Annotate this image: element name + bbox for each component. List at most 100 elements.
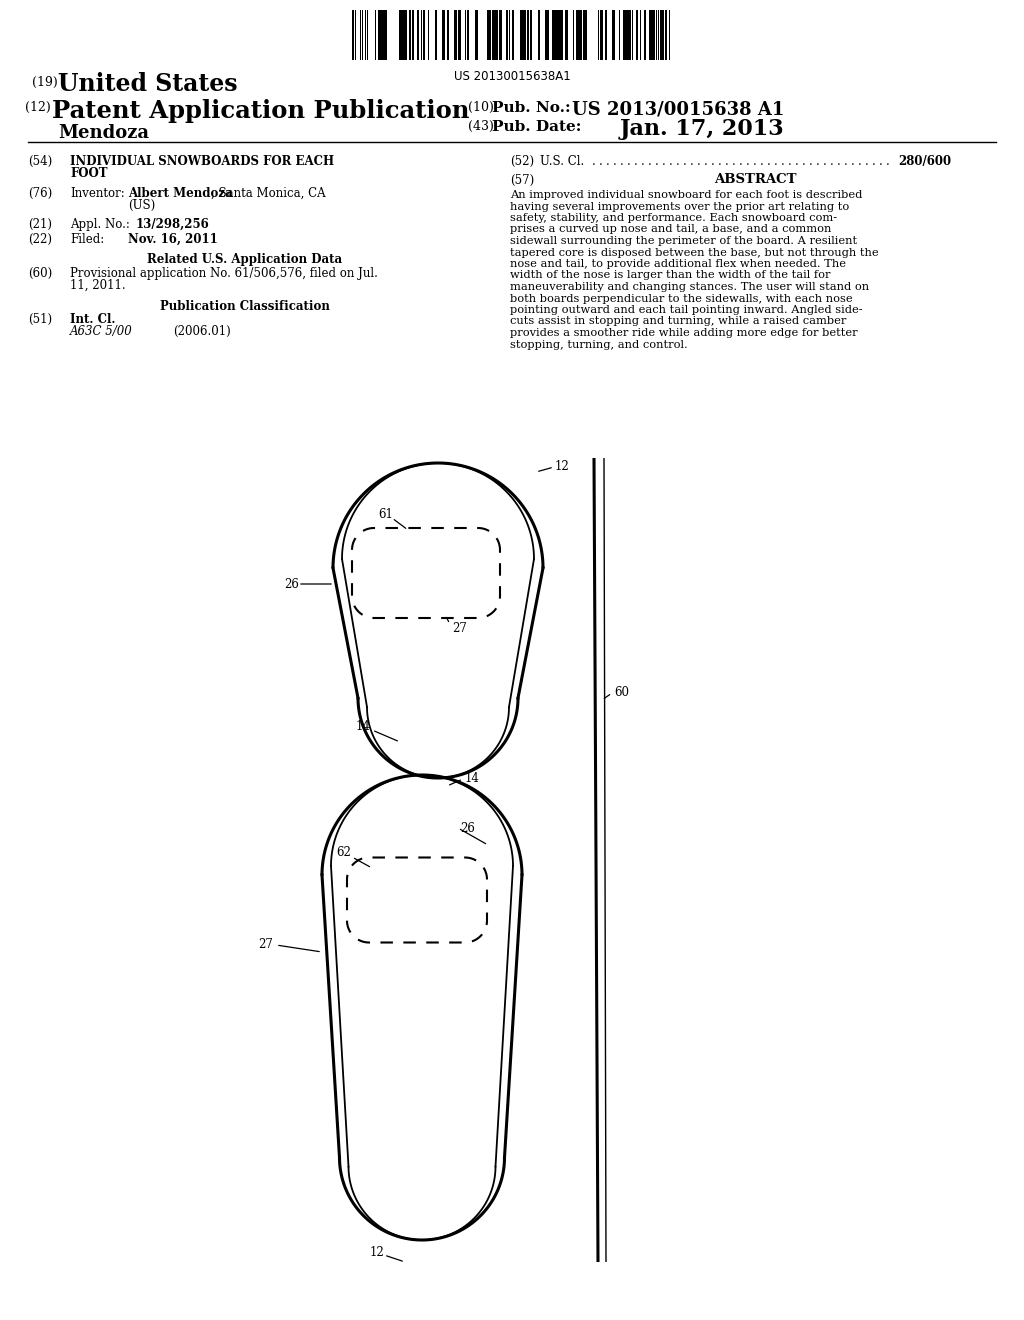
Text: Albert Mendoza: Albert Mendoza [128,187,232,201]
Bar [399,11,403,59]
Text: Pub. No.:: Pub. No.: [492,102,570,115]
Bar [660,11,664,59]
Text: width of the nose is larger than the width of the tail for: width of the nose is larger than the wid… [510,271,830,281]
Text: 27: 27 [452,622,467,635]
Bar [624,11,627,59]
Text: (43): (43) [468,120,494,133]
Bar [600,11,603,59]
Text: .: . [879,154,883,168]
Text: stopping, turning, and control.: stopping, turning, and control. [510,339,688,350]
Bar [435,11,437,59]
Bar [447,11,449,59]
Bar [520,11,523,59]
Text: 14: 14 [356,719,371,733]
Bar [417,11,419,59]
Bar [467,11,469,59]
Text: 12: 12 [555,461,569,474]
Text: Int. Cl.: Int. Cl. [70,313,116,326]
Bar [538,11,540,59]
Text: Pub. Date:: Pub. Date: [492,120,582,135]
Text: An improved individual snowboard for each foot is described: An improved individual snowboard for eac… [510,190,862,201]
Text: having several improvements over the prior art relating to: having several improvements over the pri… [510,202,849,211]
Text: .: . [774,154,778,168]
Text: US 2013/0015638 A1: US 2013/0015638 A1 [572,102,784,119]
Text: .: . [823,154,826,168]
Text: (22): (22) [28,234,52,246]
Text: .: . [620,154,624,168]
Bar [523,11,526,59]
Text: 27: 27 [258,939,272,952]
Bar [378,11,381,59]
Text: .: . [676,154,680,168]
Text: .: . [627,154,631,168]
Text: .: . [837,154,841,168]
Bar [612,11,615,59]
Text: .: . [599,154,603,168]
Text: .: . [634,154,638,168]
Text: (60): (60) [28,267,52,280]
Bar [575,11,580,59]
Text: (54): (54) [28,154,52,168]
Bar [561,11,563,59]
Bar [443,11,445,59]
Text: .: . [767,154,771,168]
Bar [499,11,501,59]
Bar [545,11,549,59]
Bar [553,11,555,59]
Text: (19): (19) [32,77,57,88]
Text: .: . [718,154,722,168]
Bar [403,11,406,59]
Text: (57): (57) [510,174,535,187]
Text: .: . [711,154,715,168]
Text: .: . [732,154,736,168]
Text: 61: 61 [378,507,393,520]
Bar [653,11,655,59]
Text: 14: 14 [465,772,480,785]
Text: 60: 60 [614,686,629,700]
Text: U.S. Cl.: U.S. Cl. [540,154,585,168]
Text: .: . [683,154,687,168]
Text: pointing outward and each tail pointing inward. Angled side-: pointing outward and each tail pointing … [510,305,862,315]
Bar [583,11,585,59]
Text: 11, 2011.: 11, 2011. [70,279,126,292]
Bar [649,11,653,59]
Text: (51): (51) [28,313,52,326]
Text: 13/298,256: 13/298,256 [136,218,210,231]
Text: .: . [781,154,784,168]
Text: .: . [760,154,764,168]
Text: cuts assist in stopping and turning, while a raised camber: cuts assist in stopping and turning, whi… [510,317,847,326]
Text: INDIVIDUAL SNOWBOARDS FOR EACH: INDIVIDUAL SNOWBOARDS FOR EACH [70,154,334,168]
Text: Patent Application Publication: Patent Application Publication [52,99,469,123]
Bar [605,11,607,59]
Bar [409,11,411,59]
Text: 62: 62 [336,846,351,859]
Bar [558,11,561,59]
Text: (2006.01): (2006.01) [173,325,230,338]
Text: United States: United States [58,73,238,96]
Bar [665,11,667,59]
Text: (US): (US) [128,199,156,213]
Text: .: . [690,154,693,168]
Text: .: . [802,154,806,168]
Text: .: . [669,154,673,168]
Text: (10): (10) [468,102,494,114]
Bar [644,11,646,59]
Bar [412,11,414,59]
Text: safety, stability, and performance. Each snowboard com-: safety, stability, and performance. Each… [510,213,838,223]
Text: both boards perpendicular to the sidewalls, with each nose: both boards perpendicular to the sidewal… [510,293,853,304]
Text: .: . [662,154,666,168]
Text: .: . [795,154,799,168]
Text: Related U.S. Application Data: Related U.S. Application Data [147,253,343,267]
Bar [636,11,638,59]
Text: .: . [697,154,700,168]
Text: (76): (76) [28,187,52,201]
Bar [627,11,631,59]
Text: A63C 5/00: A63C 5/00 [70,325,133,338]
Text: .: . [655,154,658,168]
Bar [475,11,478,59]
Text: .: . [705,154,708,168]
Bar [458,11,461,59]
Text: .: . [606,154,609,168]
Text: provides a smoother ride while adding more edge for better: provides a smoother ride while adding mo… [510,327,858,338]
Text: Inventor:: Inventor: [70,187,125,201]
